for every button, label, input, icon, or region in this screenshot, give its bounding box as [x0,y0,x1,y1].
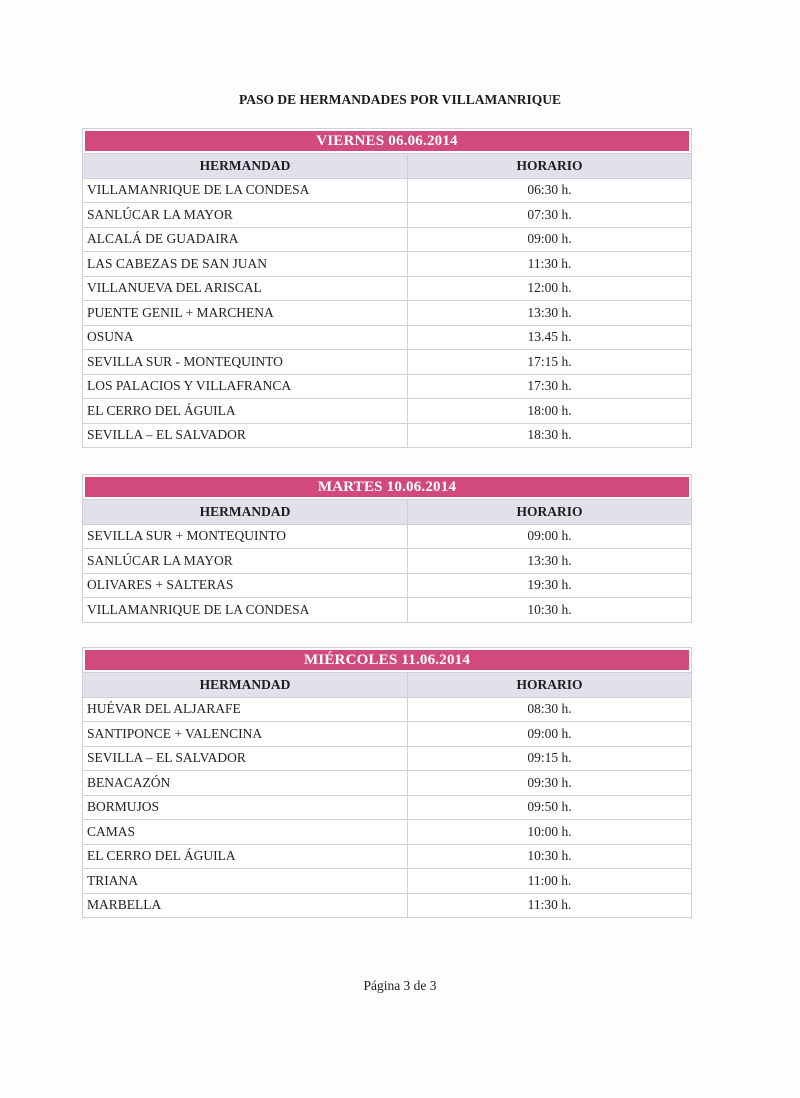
day-header: VIERNES 06.06.2014 [85,131,689,151]
horario-cell: 09:15 h. [407,745,691,771]
horario-cell: 13.45 h. [407,324,691,350]
hermandad-cell: SANLÚCAR LA MAYOR [83,548,408,573]
schedule-martes: MARTES 10.06.2014 HERMANDAD HORARIO SEVI… [82,474,692,623]
hermandad-cell: SANTIPONCE + VALENCINA [83,721,408,746]
column-header-horario: HORARIO [407,672,691,697]
table-row: EL CERRO DEL ÁGUILA 18:00 h. [83,398,691,423]
hermandad-cell: SEVILLA – EL SALVADOR [83,745,408,771]
column-header-hermandad: HERMANDAD [83,153,408,178]
table-row: SANTIPONCE + VALENCINA 09:00 h. [83,721,691,746]
horario-cell: 09:30 h. [407,770,691,795]
horario-cell: 17:30 h. [407,373,691,399]
hermandad-cell: SEVILLA – EL SALVADOR [83,422,408,447]
table-row: ALCALÁ DE GUADAIRA 09:00 h. [83,226,691,252]
hermandad-cell: ALCALÁ DE GUADAIRA [83,226,408,252]
column-header-hermandad: HERMANDAD [83,499,408,524]
horario-cell: 10:00 h. [407,819,691,844]
table-row: EL CERRO DEL ÁGUILA 10:30 h. [83,843,691,869]
table-row: CAMAS 10:00 h. [83,819,691,844]
column-header-horario: HORARIO [407,153,691,178]
horario-cell: 11:30 h. [407,892,691,917]
horario-cell: 13:30 h. [407,548,691,573]
table-row: SANLÚCAR LA MAYOR 13:30 h. [83,548,691,573]
column-header-hermandad: HERMANDAD [83,672,408,697]
horario-cell: 06:30 h. [407,177,691,203]
table-row: LOS PALACIOS Y VILLAFRANCA 17:30 h. [83,373,691,399]
table-row: TRIANA 11:00 h. [83,868,691,893]
hermandad-cell: TRIANA [83,868,408,893]
hermandad-cell: MARBELLA [83,892,408,917]
hermandad-cell: OLIVARES + SALTERAS [83,572,408,598]
hermandad-cell: HUÉVAR DEL ALJARAFE [83,696,408,722]
horario-cell: 18:00 h. [407,398,691,423]
table-row: MARBELLA 11:30 h. [83,892,691,917]
table-row: SEVILLA – EL SALVADOR 09:15 h. [83,745,691,771]
table-row: SEVILLA SUR - MONTEQUINTO 17:15 h. [83,349,691,374]
horario-cell: 13:30 h. [407,300,691,325]
hermandad-cell: SEVILLA SUR - MONTEQUINTO [83,349,408,374]
table-row: OSUNA 13.45 h. [83,324,691,350]
hermandad-cell: VILLANUEVA DEL ARISCAL [83,275,408,301]
hermandad-cell: PUENTE GENIL + MARCHENA [83,300,408,325]
column-headers: HERMANDAD HORARIO [83,153,691,178]
table-row: HUÉVAR DEL ALJARAFE 08:30 h. [83,696,691,722]
hermandad-cell: BORMUJOS [83,794,408,820]
horario-cell: 17:15 h. [407,349,691,374]
hermandad-cell: LAS CABEZAS DE SAN JUAN [83,251,408,276]
horario-cell: 08:30 h. [407,696,691,722]
table-row: SANLÚCAR LA MAYOR 07:30 h. [83,202,691,227]
hermandad-cell: CAMAS [83,819,408,844]
horario-cell: 10:30 h. [407,597,691,622]
horario-cell: 09:00 h. [407,523,691,549]
column-header-horario: HORARIO [407,499,691,524]
horario-cell: 09:00 h. [407,721,691,746]
day-header: MIÉRCOLES 11.06.2014 [85,650,689,670]
table-row: OLIVARES + SALTERAS 19:30 h. [83,572,691,598]
hermandad-cell: OSUNA [83,324,408,350]
table-row: SEVILLA SUR + MONTEQUINTO 09:00 h. [83,523,691,549]
schedule-miercoles: MIÉRCOLES 11.06.2014 HERMANDAD HORARIO H… [82,647,692,918]
hermandad-cell: EL CERRO DEL ÁGUILA [83,843,408,869]
hermandad-cell: VILLAMANRIQUE DE LA CONDESA [83,177,408,203]
schedule-table: HERMANDAD HORARIO VILLAMANRIQUE DE LA CO… [83,153,691,447]
horario-cell: 11:00 h. [407,868,691,893]
horario-cell: 19:30 h. [407,572,691,598]
schedule-viernes: VIERNES 06.06.2014 HERMANDAD HORARIO VIL… [82,128,692,448]
page-number: Página 3 de 3 [363,978,437,993]
column-headers: HERMANDAD HORARIO [83,672,691,697]
table-row: VILLAMANRIQUE DE LA CONDESA 10:30 h. [83,597,691,622]
horario-cell: 11:30 h. [407,251,691,276]
column-headers: HERMANDAD HORARIO [83,499,691,524]
hermandad-cell: SEVILLA SUR + MONTEQUINTO [83,523,408,549]
table-row: LAS CABEZAS DE SAN JUAN 11:30 h. [83,251,691,276]
schedule-table: HERMANDAD HORARIO HUÉVAR DEL ALJARAFE 08… [83,672,691,917]
table-row: SEVILLA – EL SALVADOR 18:30 h. [83,422,691,447]
horario-cell: 07:30 h. [407,202,691,227]
horario-cell: 09:50 h. [407,794,691,820]
hermandad-cell: SANLÚCAR LA MAYOR [83,202,408,227]
horario-cell: 12:00 h. [407,275,691,301]
hermandad-cell: VILLAMANRIQUE DE LA CONDESA [83,597,408,622]
hermandad-cell: LOS PALACIOS Y VILLAFRANCA [83,373,408,399]
table-row: BENACAZÓN 09:30 h. [83,770,691,795]
table-row: VILLANUEVA DEL ARISCAL 12:00 h. [83,275,691,301]
horario-cell: 09:00 h. [407,226,691,252]
table-row: BORMUJOS 09:50 h. [83,794,691,820]
table-row: PUENTE GENIL + MARCHENA 13:30 h. [83,300,691,325]
hermandad-cell: EL CERRO DEL ÁGUILA [83,398,408,423]
schedule-table: HERMANDAD HORARIO SEVILLA SUR + MONTEQUI… [83,499,691,622]
document-title: PASO DE HERMANDADES POR VILLAMANRIQUE [238,92,562,107]
hermandad-cell: BENACAZÓN [83,770,408,795]
table-row: VILLAMANRIQUE DE LA CONDESA 06:30 h. [83,177,691,203]
horario-cell: 18:30 h. [407,422,691,447]
horario-cell: 10:30 h. [407,843,691,869]
day-header: MARTES 10.06.2014 [85,477,689,497]
